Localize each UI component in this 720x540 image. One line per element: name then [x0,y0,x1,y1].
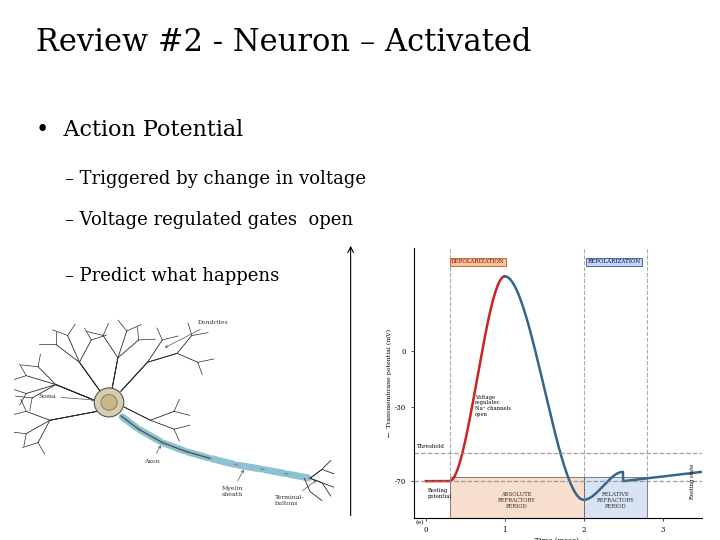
Text: Myelin
sheath: Myelin sheath [222,470,243,497]
Y-axis label: ←  Transmembrane potential (mV): ← Transmembrane potential (mV) [387,329,392,437]
Text: Threshold: Threshold [415,444,444,449]
Ellipse shape [101,395,117,410]
Text: Dendrites: Dendrites [166,320,228,347]
Text: RELATIVE
REFRACTORY
PERIOD: RELATIVE REFRACTORY PERIOD [596,492,634,509]
Text: Voltage
regulatec
Na⁺ channels
open: Voltage regulatec Na⁺ channels open [474,395,510,417]
Text: – Voltage regulated gates  open: – Voltage regulated gates open [65,211,353,228]
Text: Axon: Axon [145,446,161,464]
Text: Resting
potential: Resting potential [428,488,451,499]
Text: Resting state: Resting state [690,463,696,499]
Text: (e): (e) [415,520,424,525]
Text: •  Action Potential: • Action Potential [36,119,243,141]
Text: – Predict what happens: – Predict what happens [65,267,279,285]
Ellipse shape [94,388,124,417]
Text: Terminal-
bultons: Terminal- bultons [274,481,316,506]
FancyBboxPatch shape [449,477,584,518]
Text: REPOLARIZATION: REPOLARIZATION [588,259,641,264]
Text: ABSOLUTE
REFRACTORY
PERIOD: ABSOLUTE REFRACTORY PERIOD [498,492,536,509]
Text: Review #2 - Neuron – Activated: Review #2 - Neuron – Activated [36,27,531,58]
X-axis label: ─  Time (msec)  →: ─ Time (msec) → [526,537,590,540]
FancyBboxPatch shape [584,477,647,518]
Text: Soma: Soma [38,394,94,401]
Text: DEPOLARIZATION: DEPOLARIZATION [451,259,505,264]
Text: – Triggered by change in voltage: – Triggered by change in voltage [65,170,366,188]
